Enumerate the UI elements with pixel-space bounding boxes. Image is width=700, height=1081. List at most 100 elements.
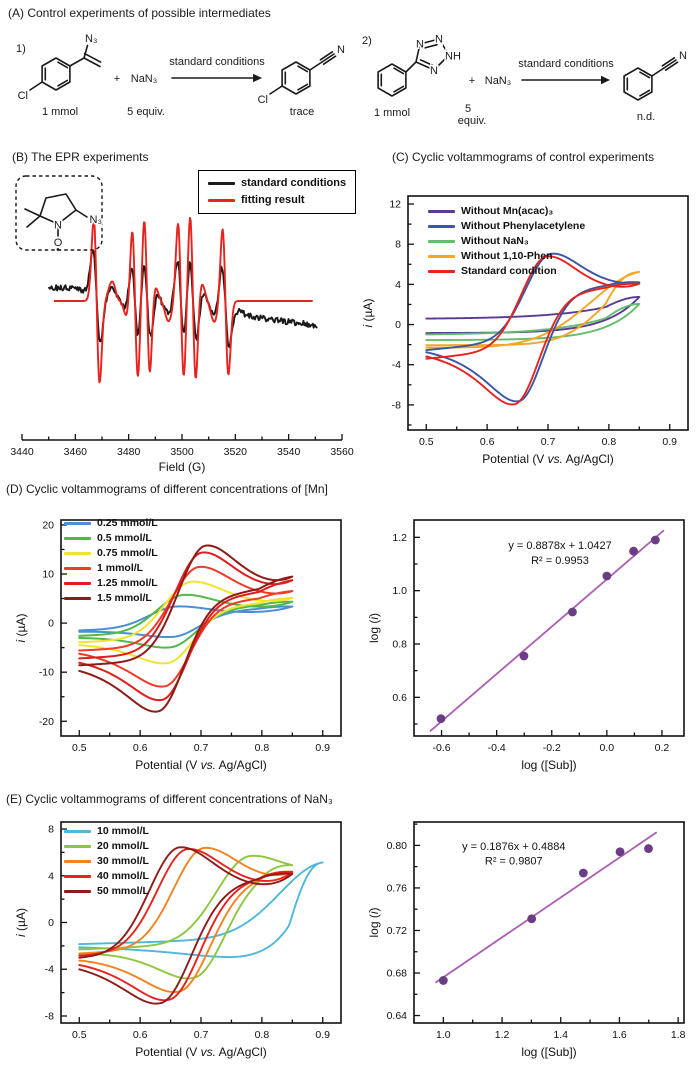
y-tick-label: 0.72 xyxy=(387,925,408,937)
legend-swatch xyxy=(428,270,455,273)
data-point xyxy=(438,976,448,985)
axis-ticks xyxy=(413,823,679,1023)
y-axis-label: i (µA) xyxy=(14,614,28,643)
data-point xyxy=(602,571,612,581)
cv-curve xyxy=(425,303,641,341)
cv-curve xyxy=(78,848,294,1002)
legend-item: Standard condition xyxy=(428,264,585,279)
cv-curve xyxy=(78,605,294,639)
axis-ticks xyxy=(414,536,663,736)
x-tick-label: 3480 xyxy=(117,446,141,458)
axis-ticks xyxy=(21,434,343,441)
tetrazole-n4-label: N xyxy=(430,65,438,77)
cv-curve xyxy=(78,551,294,702)
fit-equation: y = 0.1876x + 0.4884 xyxy=(462,841,565,853)
legend-item: 1.25 mmol/L xyxy=(64,576,158,591)
amount-equiv: equiv. xyxy=(458,115,487,127)
y-tick-label: 0.64 xyxy=(387,1010,408,1022)
legend-item: standard conditions xyxy=(208,175,346,192)
fit-line xyxy=(429,529,665,732)
product-chlorine-label: Cl xyxy=(258,94,268,106)
legend-swatch xyxy=(208,199,235,202)
spin-adduct-structure: N O N₃ xyxy=(15,175,103,251)
radical-dot xyxy=(56,248,60,251)
cv-curve xyxy=(78,846,294,1005)
cv-curve xyxy=(78,580,294,665)
legend-item: Without NaN₃ xyxy=(428,234,585,249)
panel-a-title: (A) Control experiments of possible inte… xyxy=(8,6,271,20)
legend-label: fitting result xyxy=(241,194,305,206)
x-tick-label: 1.4 xyxy=(553,1029,568,1041)
cv-curve xyxy=(78,565,294,688)
y-tick-label: 0.6 xyxy=(392,692,407,704)
sodium-azide-label: NaN₃ xyxy=(485,75,512,87)
panel-b-title: (B) The EPR experiments xyxy=(12,150,149,164)
legend-item: 0.25 mmol/L xyxy=(64,516,158,531)
x-tick-label: 0.9 xyxy=(662,436,677,448)
y-tick-label: 0.80 xyxy=(387,840,408,852)
x-tick-label: 0.6 xyxy=(480,436,495,448)
vinyl-azide-structure: N₃ Cl xyxy=(16,32,102,104)
fit-line xyxy=(435,831,658,984)
x-tick-label: 0.0 xyxy=(600,742,615,754)
plot-frame xyxy=(413,821,685,1024)
x-tick-label: 0.5 xyxy=(72,1029,87,1041)
tick-labels: -0.6 -0.4 -0.2 0.0 0.2 0.6 0.8 1.0 1.2 xyxy=(392,532,669,754)
data-point xyxy=(519,651,529,661)
legend-item: 20 mmol/L xyxy=(64,839,149,854)
x-tick-label: 1.2 xyxy=(495,1029,510,1041)
reaction-arrow xyxy=(171,73,262,83)
x-tick-label: 0.8 xyxy=(602,436,617,448)
plus-sign: + xyxy=(469,75,475,87)
y-tick-label: 0 xyxy=(395,319,401,331)
legend-swatch xyxy=(64,890,91,893)
conditions-label: standard conditions xyxy=(169,56,265,68)
legend-swatch xyxy=(428,210,455,213)
x-tick-label: 0.5 xyxy=(419,436,434,448)
y-tick-label: 10 xyxy=(42,569,54,581)
x-tick-label: 3440 xyxy=(10,446,34,458)
x-axis-label: log ([Sub]) xyxy=(521,1045,576,1059)
cv-nan3-legend: 10 mmol/L 20 mmol/L 30 mmol/L 40 mmol/L 50 m… xyxy=(64,824,149,899)
x-tick-label: 0.6 xyxy=(133,1029,148,1041)
data-point xyxy=(650,535,660,545)
epr-experimental-trace xyxy=(47,250,318,349)
legend-swatch xyxy=(64,552,91,555)
legend-item: 10 mmol/L xyxy=(64,824,149,839)
reaction-arrow xyxy=(521,75,610,85)
x-tick-label: 0.6 xyxy=(133,742,148,754)
legend-swatch xyxy=(64,597,91,600)
legend-item: 0.5 mmol/L xyxy=(64,531,158,546)
x-axis-label: log ([Sub]) xyxy=(521,758,576,772)
y-tick-label: 4 xyxy=(48,870,54,882)
x-tick-label: 1.0 xyxy=(436,1029,451,1041)
legend-item: Without Phenylacetylene xyxy=(428,219,585,234)
amount-1mmol: 1 mmol xyxy=(374,107,410,119)
legend-label: 1 mmol/L xyxy=(97,562,144,575)
legend-swatch xyxy=(428,255,455,258)
legend-item: 40 mmol/L xyxy=(64,869,149,884)
oxygen-label: O xyxy=(54,237,63,249)
plus-sign: + xyxy=(114,73,120,85)
legend-swatch xyxy=(64,582,91,585)
tetrazole-nh-label: NH xyxy=(445,51,461,63)
y-tick-label: 8 xyxy=(48,824,54,836)
amount-5equiv: 5 equiv. xyxy=(127,106,165,118)
x-tick-label: 0.8 xyxy=(255,1029,270,1041)
azide-label: N₃ xyxy=(90,214,102,226)
x-tick-label: 0.7 xyxy=(194,1029,209,1041)
x-axis-label: Potential (V vs. Ag/AgCl) xyxy=(135,1045,266,1059)
cv-curve xyxy=(425,252,641,403)
data-point xyxy=(527,914,537,924)
y-axis-label: i (µA) xyxy=(361,299,375,328)
x-tick-label: 3500 xyxy=(170,446,194,458)
y-tick-label: -4 xyxy=(45,964,54,976)
y-tick-label: -10 xyxy=(39,667,54,679)
log-fit-nan3-chart: 1.0 1.2 1.4 1.6 1.8 0.64 0.68 0.72 0.76 0.80 log (… xyxy=(367,821,686,1059)
cv-mn-legend: 0.25 mmol/L 0.5 mmol/L 0.75 mmol/L 1 mmol/L… xyxy=(64,516,158,606)
y-tick-label: 0.8 xyxy=(392,639,407,651)
y-tick-label: -8 xyxy=(45,1010,54,1022)
x-tick-label: 3460 xyxy=(64,446,88,458)
data-point xyxy=(644,844,653,853)
